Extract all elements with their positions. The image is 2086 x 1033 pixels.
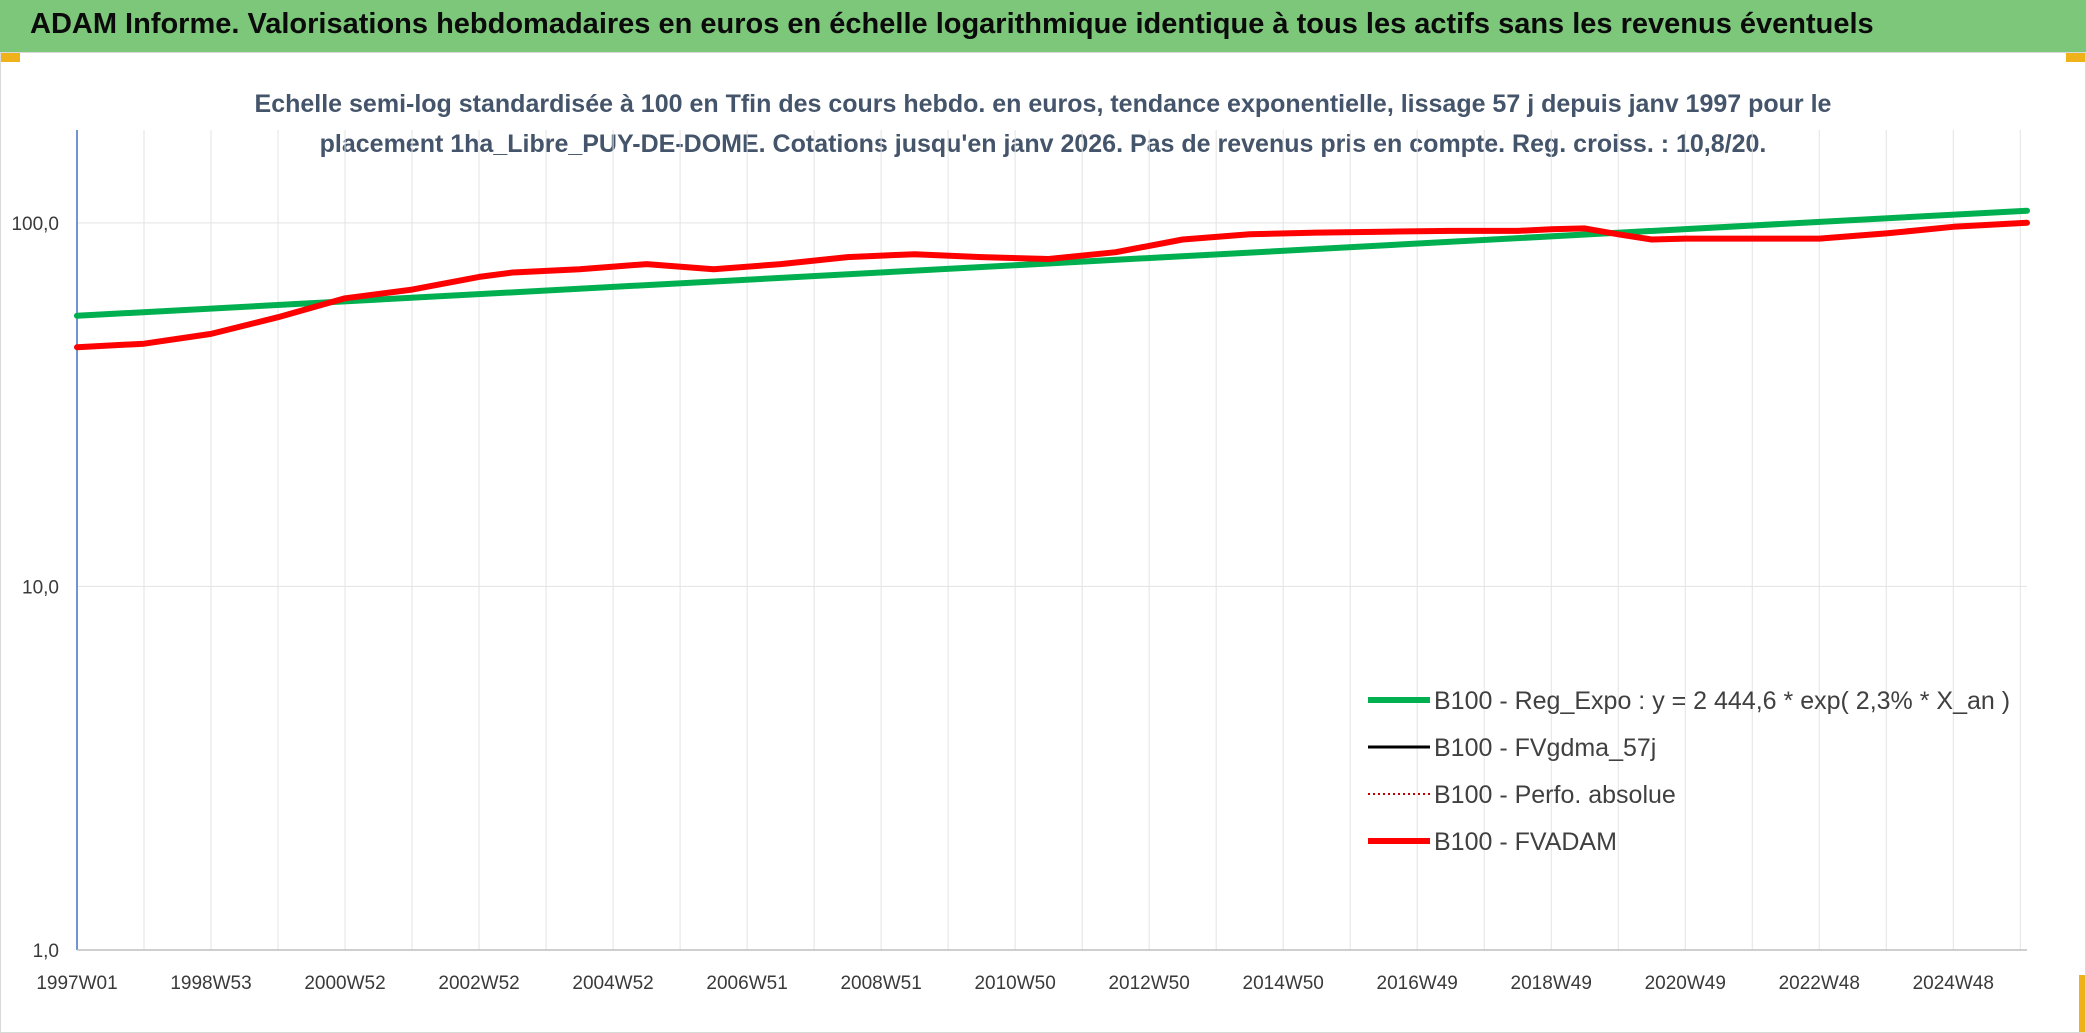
chart-title-line-1: Echelle semi-log standardisée à 100 en T… [254, 90, 1832, 118]
page-title: ADAM Informe. Valorisations hebdomadaire… [30, 8, 1874, 40]
x-tick-label: 1998W53 [170, 973, 251, 994]
x-tick-label: 2010W50 [974, 973, 1055, 994]
series-line-0 [74, 207, 2030, 319]
x-tick-label: 2014W50 [1243, 973, 1324, 994]
corner-mark-top-right [2066, 52, 2086, 62]
x-tick-label: 2018W49 [1511, 973, 1592, 994]
x-tick-label: 1997W01 [36, 973, 117, 994]
chart-title-line-2: placement 1ha_Libre_PUY-DE-DOME. Cotatio… [319, 130, 1767, 158]
y-tick-label: 10,0 [22, 577, 59, 598]
legend-entry-1: B100 - FVgdma_57j [1434, 734, 1656, 762]
x-tick-label: 2012W50 [1108, 973, 1189, 994]
x-tick-label: 2008W51 [840, 973, 921, 994]
chart-title: Echelle semi-log standardisée à 100 en T… [0, 84, 2086, 164]
corner-mark-bottom-right [2079, 975, 2086, 1033]
y-tick-label: 1,0 [33, 941, 59, 962]
x-tick-label: 2024W48 [1913, 973, 1994, 994]
y-tick-label: 100,0 [11, 214, 59, 235]
x-tick-label: 2000W52 [304, 973, 385, 994]
series-line-3 [74, 219, 2030, 351]
legend-entry-0: B100 - Reg_Expo : y = 2 444,6 * exp( 2,3… [1434, 687, 2010, 715]
x-tick-label: 2004W52 [572, 973, 653, 994]
legend-entry-3: B100 - FVADAM [1434, 828, 1617, 856]
x-tick-label: 2002W52 [438, 973, 519, 994]
corner-mark-top-left [0, 52, 20, 62]
x-tick-label: 2020W49 [1645, 973, 1726, 994]
x-tick-label: 2022W48 [1779, 973, 1860, 994]
x-tick-label: 2016W49 [1377, 973, 1458, 994]
legend-entry-2: B100 - Perfo. absolue [1434, 781, 1676, 809]
header-bar: ADAM Informe. Valorisations hebdomadaire… [0, 0, 2086, 52]
x-tick-label: 2006W51 [706, 973, 787, 994]
